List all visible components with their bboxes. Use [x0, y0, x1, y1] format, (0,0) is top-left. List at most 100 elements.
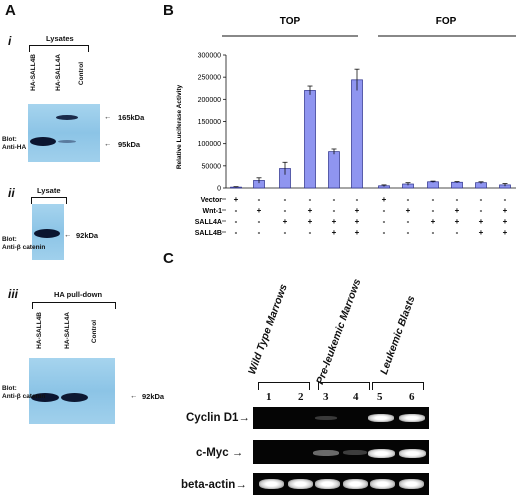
condition-symbol: -: [235, 206, 238, 215]
condition-symbol: -: [333, 206, 336, 215]
panel-c-letter: C: [163, 250, 174, 267]
condition-symbol: +: [479, 217, 484, 226]
lane-number-2: 2: [298, 391, 304, 403]
lane-number-1: 1: [266, 391, 272, 403]
panel-a-i-blot-label-2: Anti-HA: [2, 144, 27, 151]
gel-cmyc: [253, 440, 429, 464]
condition-symbol: -: [356, 195, 359, 204]
panel-a-i-arrow-95: ←: [104, 139, 112, 148]
condition-symbol: +: [283, 217, 288, 226]
condition-symbol: +: [355, 206, 360, 215]
condition-symbol: +: [308, 217, 313, 226]
condition-symbol: -: [333, 195, 336, 204]
lane-number-3: 3: [323, 391, 329, 403]
condition-symbol: -: [258, 228, 261, 237]
panel-a-iii-blot-label-1: Blot:: [2, 385, 17, 392]
bracket-wild-type: [258, 382, 310, 390]
lane-number-6: 6: [409, 391, 415, 403]
condition-symbol: -: [456, 195, 459, 204]
condition-symbol: +: [503, 217, 508, 226]
panel-a-ii-marker: 92kDa: [76, 231, 99, 240]
panel-b-letter: B: [163, 2, 174, 19]
row-arrow-cyclin-d1: →: [238, 412, 250, 424]
condition-symbol: +: [455, 206, 460, 215]
condition-symbol: -: [456, 228, 459, 237]
panel-a-iii-marker: 92kDa: [142, 392, 165, 401]
condition-symbol: -: [480, 206, 483, 215]
condition-symbol: -: [432, 228, 435, 237]
condition-symbol: -: [407, 217, 410, 226]
gel-cmyc-band-3: [313, 450, 339, 456]
bar: [328, 151, 340, 189]
condition-symbol: +: [257, 206, 262, 215]
condition-symbol: -: [383, 217, 386, 226]
condition-table: Vector Wnt-1 SALL4A SALL4B + - - - - + - - - - + - - + + - -…: [195, 195, 508, 237]
row-label-cmyc-text: c-Myc: [196, 447, 229, 459]
condition-symbol: +: [234, 195, 239, 204]
gel-cmyc-band-4: [343, 450, 367, 455]
bar: [304, 90, 316, 189]
condition-symbol: -: [235, 217, 238, 226]
y-tick-label: 150000: [198, 119, 221, 126]
condition-row-label: Wnt-1: [203, 208, 223, 215]
condition-symbol: -: [258, 195, 261, 204]
panel-a-i-arrow-165: ←: [104, 112, 112, 121]
y-tick-label: 0: [217, 186, 221, 193]
bars: [230, 68, 511, 189]
condition-row-label: SALL4A: [195, 219, 222, 226]
row-arrow-cmyc: →: [228, 447, 244, 459]
y-tick-label: 300000: [198, 53, 221, 60]
panel-a-iii-band-lane1: [31, 393, 59, 402]
row-label-beta-actin: beta-actin→: [181, 479, 247, 491]
condition-row-label: Vector: [201, 197, 223, 204]
condition-symbol: -: [309, 228, 312, 237]
panel-a-letter: A: [5, 2, 16, 19]
condition-symbol: -: [407, 195, 410, 204]
panel-a-ii-blot-label-2: Anti-β catenin: [2, 244, 46, 251]
panel-a-ii-numeral: ii: [8, 186, 15, 200]
condition-symbol: -: [407, 228, 410, 237]
panel-a-ii-blot: [32, 204, 64, 260]
condition-symbol: +: [332, 228, 337, 237]
gel-cyclin-d1: [253, 407, 429, 429]
gel-actin-band-5: [370, 479, 395, 489]
gel-cmyc-band-6: [399, 449, 426, 458]
panel-a-iii-blot: [29, 358, 115, 424]
panel-a-i-marker-95: 95kDa: [118, 140, 141, 149]
panel-a-i-bracket: [29, 45, 89, 52]
panel-a-iii-bracket-label: HA pull-down: [54, 290, 103, 299]
bar: [451, 181, 463, 189]
panel-a-ii-blot-label-1: Blot:: [2, 236, 17, 243]
condition-symbol: -: [284, 228, 287, 237]
gel-actin-band-6: [399, 479, 424, 489]
panel-a-i-marker-165: 165kDa: [118, 113, 145, 122]
gel-cmyc-band-5: [368, 449, 395, 458]
panel-a-i-band-95-lane2: [58, 140, 76, 143]
gel-actin-band-3: [315, 479, 340, 489]
condition-symbol: +: [332, 217, 337, 226]
condition-symbol: -: [383, 228, 386, 237]
panel-a-i-blot-label-1: Blot:: [2, 136, 17, 143]
panel-a-ii-bracket: [31, 197, 67, 204]
condition-symbol: +: [382, 195, 387, 204]
panel-a-i-band-95-lane1: [30, 137, 56, 146]
y-tick-label: 50000: [202, 163, 222, 170]
gel-cyclin-d1-band-6: [399, 414, 425, 422]
gel-actin-band-2: [288, 479, 313, 489]
condition-symbol: -: [432, 206, 435, 215]
bar: [427, 181, 439, 189]
condition-symbol: -: [432, 195, 435, 204]
panel-a-i-blot: [28, 104, 100, 162]
condition-symbol: +: [503, 228, 508, 237]
y-axis-title: Relative Luciferase Activity: [176, 84, 183, 169]
condition-symbol: -: [504, 195, 507, 204]
bar: [351, 79, 363, 189]
condition-symbol: +: [308, 206, 313, 215]
row-label-cyclin-d1: Cyclin D1→: [186, 412, 250, 424]
condition-symbol: +: [355, 228, 360, 237]
condition-symbol: -: [284, 195, 287, 204]
panel-a-i-bracket-label: Lysates: [46, 34, 74, 43]
y-tick-label: 250000: [198, 75, 221, 82]
panel-a-iii-band-lane2: [61, 393, 88, 402]
